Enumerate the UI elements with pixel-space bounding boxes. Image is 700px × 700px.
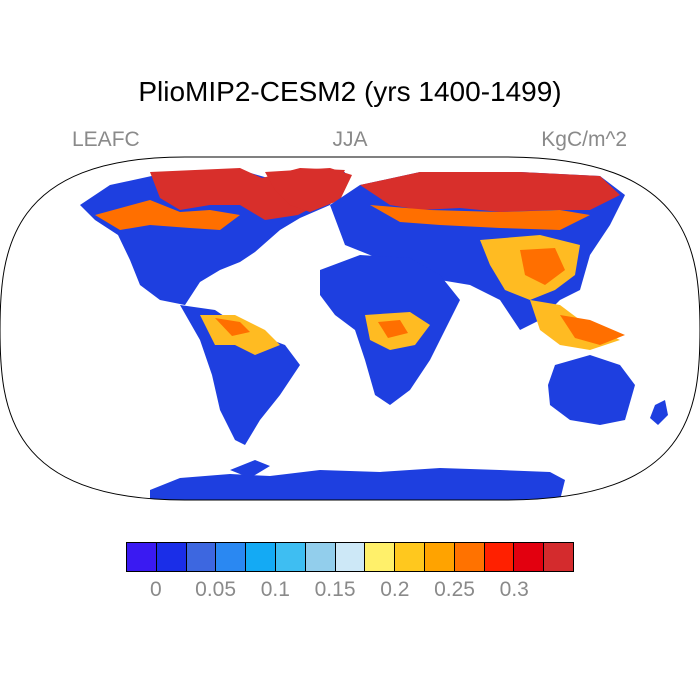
antarctica-land bbox=[150, 468, 565, 500]
colorbar-swatch bbox=[365, 543, 396, 571]
eurasia-boreal-edge bbox=[370, 205, 590, 230]
units-label: KgC/m^2 bbox=[541, 128, 627, 151]
colorbar-swatch bbox=[395, 543, 425, 571]
colorbar-swatch bbox=[335, 543, 366, 571]
colorbar-swatch bbox=[275, 543, 306, 571]
colorbar-tick-label: 0 bbox=[150, 578, 162, 601]
southeast-asia-high bbox=[560, 315, 625, 345]
colorbar-tick-label: 0.1 bbox=[260, 578, 290, 601]
colorbar-swatch bbox=[305, 543, 336, 571]
colorbar-swatch bbox=[484, 543, 515, 571]
colorbar-swatch bbox=[544, 543, 573, 571]
eurasia-boreal bbox=[360, 172, 620, 212]
south-america-amazon-core bbox=[215, 318, 250, 336]
color-legend bbox=[126, 542, 574, 572]
new-zealand-land bbox=[650, 400, 668, 425]
east-asia-high bbox=[520, 248, 565, 285]
globe-outline bbox=[0, 156, 700, 501]
colorbar-swatch bbox=[514, 543, 545, 571]
colorbar-swatch bbox=[424, 543, 455, 571]
greenland-land bbox=[265, 168, 352, 212]
colorbar-tick-label: 0.2 bbox=[380, 578, 410, 601]
south-america-amazon bbox=[200, 315, 280, 355]
variable-label: LEAFC bbox=[72, 128, 140, 151]
colorbar-tick-label: 0.25 bbox=[434, 578, 475, 601]
land-layer bbox=[80, 168, 668, 500]
australia-land bbox=[548, 355, 635, 425]
colorbar-swatch bbox=[127, 543, 157, 571]
colorbar-tick-label: 0.15 bbox=[314, 578, 356, 601]
north-america-boreal-edge bbox=[95, 200, 240, 230]
africa-central-core bbox=[378, 320, 408, 338]
season-label: JJA bbox=[332, 128, 368, 151]
colorbar-swatch bbox=[156, 543, 187, 571]
colorbar-swatch bbox=[454, 543, 485, 571]
colorbar-swatch bbox=[186, 543, 217, 571]
colorbar-swatch bbox=[216, 543, 247, 571]
antarctica-peninsula bbox=[230, 460, 270, 478]
colorbar-tick-label: 0.05 bbox=[195, 578, 237, 601]
colorbar-swatch bbox=[246, 543, 276, 571]
map-title: PlioMIP2-CESM2 (yrs 1400-1499) bbox=[138, 76, 562, 107]
colorbar-tick-label: 0.3 bbox=[499, 578, 529, 601]
